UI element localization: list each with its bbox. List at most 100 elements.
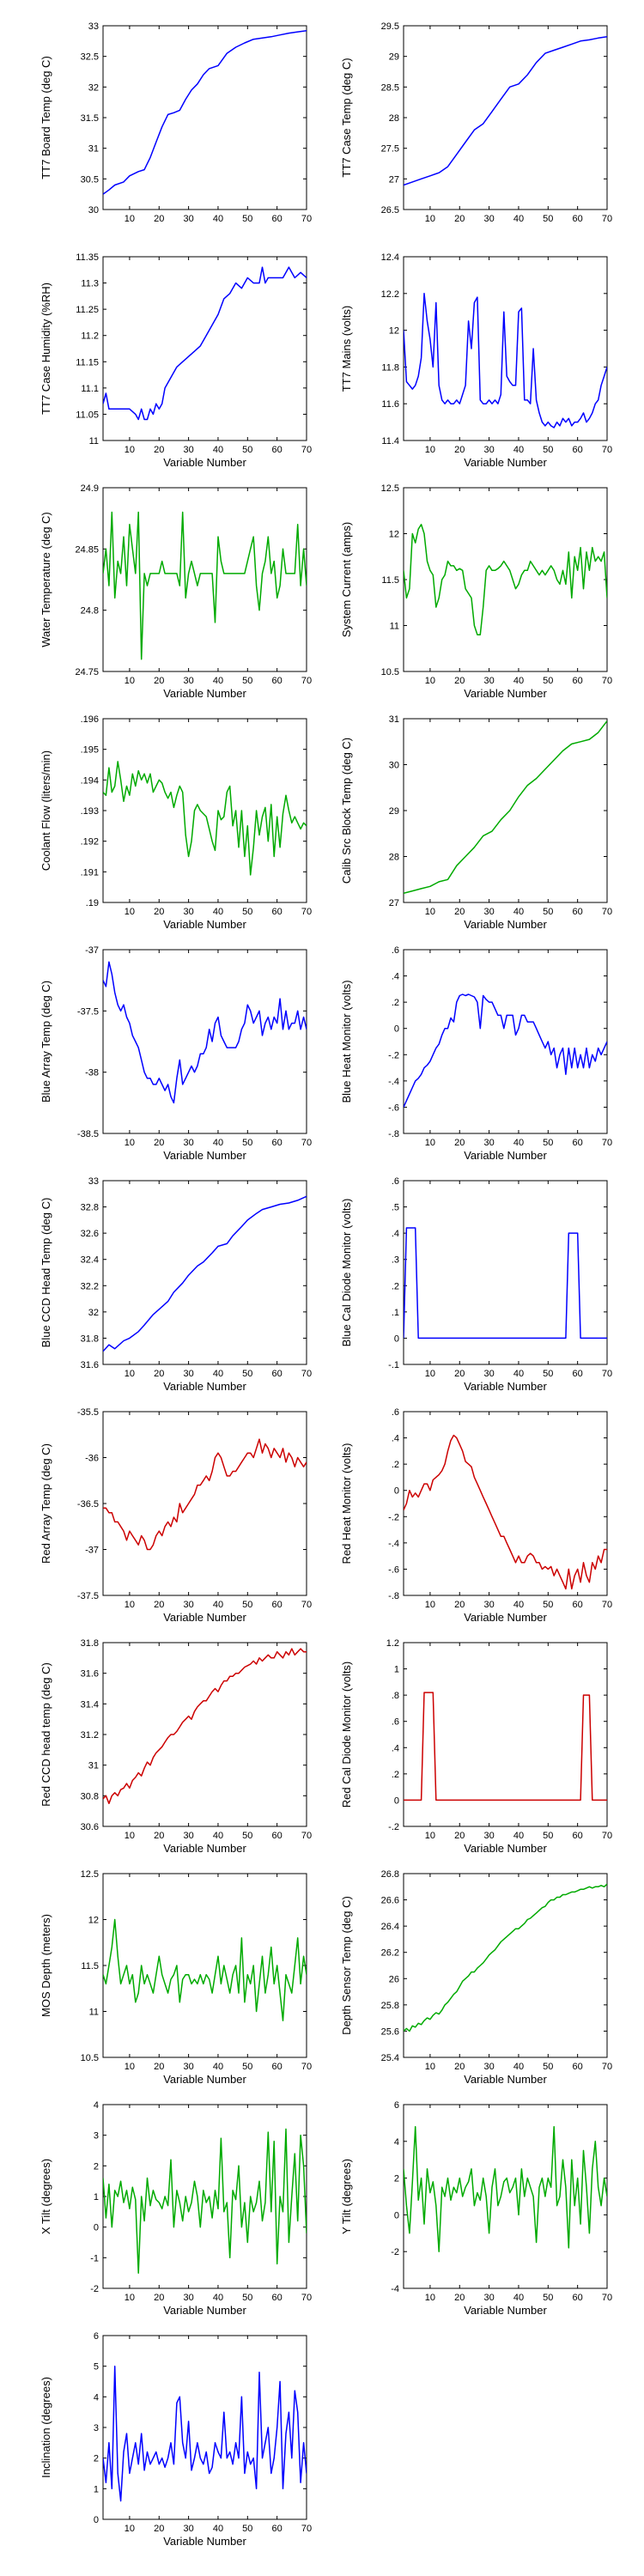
y-axis-label: Coolant Flow (liters/min) [39, 750, 52, 871]
y-tick-label: .4 [392, 1434, 399, 1444]
y-tick-label: 25.4 [381, 2053, 399, 2063]
x-tick-label: 10 [125, 2524, 135, 2534]
x-tick-label: 30 [183, 214, 193, 224]
y-tick-label: 4 [94, 2100, 99, 2111]
y-tick-label: .4 [392, 1743, 399, 1753]
x-tick-label: 30 [183, 445, 193, 455]
y-tick-label: 31.8 [81, 1334, 99, 1344]
x-tick-label: 40 [513, 1138, 524, 1148]
x-tick-label: 60 [573, 1831, 583, 1841]
chart-15: 10 20 30 40 50 60 70 -.2 0 .2 .4 .6 .8 1 1.2 Variable N… [340, 1638, 612, 1855]
x-tick-label: 60 [272, 676, 283, 686]
y-tick-label: -37 [85, 1546, 99, 1556]
y-tick-label: 12 [88, 1916, 99, 1926]
y-tick-label: 11.8 [381, 362, 399, 373]
y-axis-label: Blue CCD Head Temp (deg C) [39, 1198, 52, 1348]
x-tick-label: 40 [513, 1600, 524, 1610]
x-tick-label: 20 [454, 2293, 465, 2303]
y-tick-label: .194 [81, 775, 99, 786]
y-tick-label: .4 [392, 972, 399, 982]
x-tick-label: 30 [183, 1138, 193, 1148]
y-tick-label: 26.8 [381, 1869, 399, 1880]
chart-13: 10 20 30 40 50 60 70 -.8 -.6 -.4 -.2 0 .2 .4 .6 Variabl… [340, 1407, 612, 1624]
x-tick-label: 50 [242, 1369, 252, 1379]
y-tick-label: 1 [394, 1665, 399, 1675]
y-tick-label: 11.6 [381, 399, 399, 410]
x-tick-label: 30 [183, 2524, 193, 2534]
y-tick-label: 1.2 [386, 1638, 399, 1649]
x-tick-label: 20 [154, 907, 164, 917]
y-axis-label: Red Heat Monitor (volts) [340, 1443, 353, 1564]
x-tick-label: 60 [272, 214, 283, 224]
y-tick-label: 29 [389, 806, 399, 817]
y-tick-label: 26 [389, 1974, 399, 1984]
y-tick-label: 1 [94, 2484, 99, 2494]
x-tick-label: 30 [183, 1831, 193, 1841]
y-tick-label: 31.6 [81, 1669, 99, 1680]
x-tick-label: 10 [125, 676, 135, 686]
x-tick-label: 70 [602, 676, 612, 686]
y-tick-label: 32.4 [81, 1255, 99, 1266]
plot-frame [102, 256, 307, 441]
y-tick-label: -.2 [388, 1512, 399, 1522]
x-tick-label: 40 [213, 445, 223, 455]
x-tick-label: 50 [242, 2062, 252, 2072]
series-line-0 [103, 2365, 307, 2502]
x-tick-label: 30 [183, 907, 193, 917]
y-axis-label: Blue Heat Monitor (volts) [340, 980, 353, 1103]
y-tick-label: 12.4 [381, 252, 399, 263]
series-line-0 [404, 524, 607, 635]
x-tick-label: 60 [573, 907, 583, 917]
series-line-0 [404, 1227, 607, 1340]
y-axis-label: Calib Src Block Temp (deg C) [340, 738, 353, 884]
x-tick-label: 60 [272, 2062, 283, 2072]
y-tick-label: .191 [81, 867, 99, 878]
x-tick-label: 70 [301, 676, 312, 686]
y-tick-label: 2 [94, 2161, 99, 2172]
x-tick-label: 40 [213, 1831, 223, 1841]
series-line-0 [103, 1918, 307, 2021]
x-tick-label: 20 [454, 676, 465, 686]
plot-frame [403, 1642, 608, 1827]
plot-frame [102, 1642, 307, 1827]
x-tick-label: 70 [301, 2062, 312, 2072]
x-tick-label: 20 [154, 1369, 164, 1379]
y-tick-label: 29.5 [381, 21, 399, 32]
y-tick-label: 3 [94, 2423, 99, 2433]
y-tick-label: -37.5 [77, 1006, 99, 1017]
x-tick-label: 10 [425, 907, 435, 917]
x-tick-label: 60 [573, 1600, 583, 1610]
y-axis-label: Depth Sensor Temp (deg C) [340, 1896, 353, 2035]
x-tick-label: 40 [213, 2062, 223, 2072]
x-tick-label: 70 [301, 1138, 312, 1148]
y-tick-label: 3 [94, 2131, 99, 2142]
plot-frame [403, 1411, 608, 1596]
x-tick-label: 10 [125, 1138, 135, 1148]
chart-1: 10 20 30 40 50 60 70 26.5 27 27.5 28 28.5 29 29.5 TT7 … [340, 21, 612, 224]
series-line-0 [404, 993, 607, 1108]
x-tick-label: 50 [242, 214, 252, 224]
y-tick-label: -.2 [388, 1822, 399, 1832]
x-tick-label: 40 [213, 676, 223, 686]
x-tick-label: 10 [425, 1369, 435, 1379]
y-tick-label: -38 [85, 1068, 99, 1078]
y-axis-label: Red CCD head temp (deg C) [39, 1662, 52, 1807]
x-axis-label: Variable Number [163, 2304, 246, 2317]
y-tick-label: 33 [88, 1176, 99, 1187]
chart-12: 10 20 30 40 50 60 70 -37.5 -37 -36.5 -36 -35.5 Varia… [39, 1407, 312, 1624]
plot-frame [102, 1411, 307, 1596]
y-tick-label: 27 [389, 898, 399, 908]
y-tick-label: 0 [94, 2515, 99, 2525]
chart-19: 10 20 30 40 50 60 70 -4 -2 0 2 4 6 Variable Number Y T… [340, 2100, 612, 2317]
x-tick-label: 70 [301, 1831, 312, 1841]
y-tick-label: 11.5 [381, 575, 399, 586]
y-tick-label: 11.05 [76, 410, 99, 420]
y-tick-label: 4 [94, 2392, 99, 2403]
y-tick-label: 30.5 [81, 174, 99, 185]
y-tick-label: -36.5 [77, 1499, 99, 1510]
x-tick-label: 50 [543, 1831, 553, 1841]
y-tick-label: 33 [88, 21, 99, 32]
x-axis-label: Variable Number [163, 1842, 246, 1855]
x-tick-label: 60 [573, 2062, 583, 2072]
x-tick-label: 30 [183, 1369, 193, 1379]
